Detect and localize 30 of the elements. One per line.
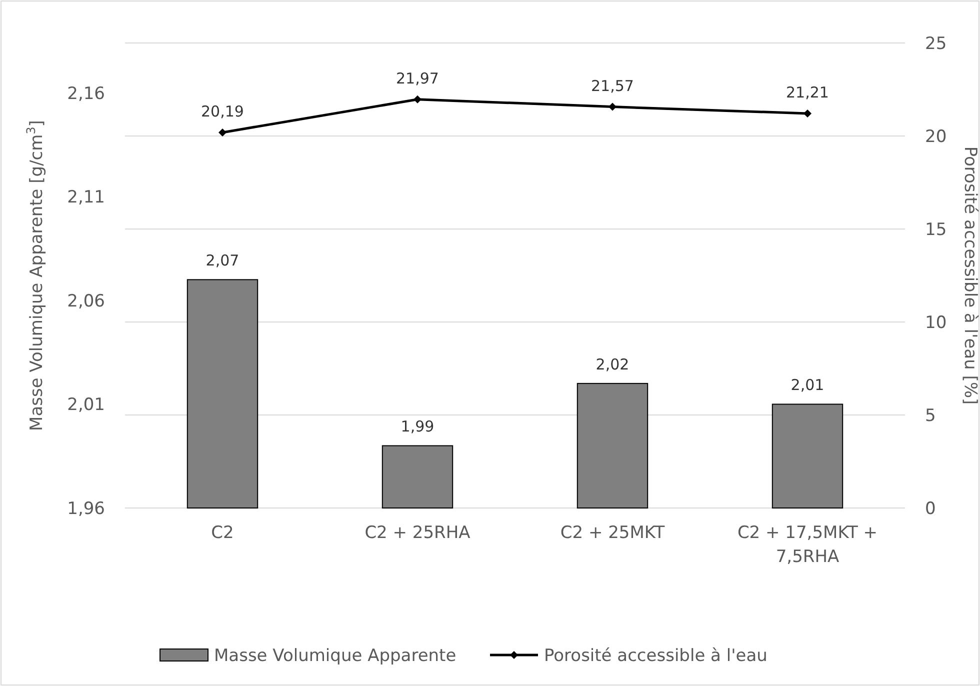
point: [414, 95, 422, 104]
legend-label: Masse Volumique Apparente: [214, 646, 456, 666]
y2-tick-label: 5: [925, 406, 936, 426]
y-tick-label: 2,11: [67, 188, 105, 208]
y2-tick-label: 0: [925, 498, 936, 519]
data-label: 2,07: [206, 252, 240, 270]
y-tick-label: 1,96: [67, 498, 105, 519]
y-tick-label: 2,06: [67, 291, 105, 312]
x-tick-label: C2 + 25RHA: [364, 523, 471, 543]
x-tick-label: C2: [211, 523, 234, 543]
y-tick-label: 2,16: [67, 84, 105, 104]
data-label: 1,99: [400, 418, 434, 436]
x-tick-label: C2 + 25MKT: [560, 523, 666, 543]
y2-axis-title: Porosité accessible à l'eau [%]: [960, 146, 980, 405]
y2-tick-label: 25: [925, 34, 947, 54]
point: [218, 128, 226, 136]
y2-tick-label: 15: [925, 220, 947, 240]
data-label: 21,21: [786, 83, 829, 102]
data-label: 2,02: [596, 355, 630, 374]
data-label: 2,01: [790, 376, 824, 394]
data-label: 21,57: [591, 76, 634, 95]
y2-tick-label: 20: [925, 126, 947, 147]
legend-label: Porosité accessible à l'eau: [544, 646, 768, 666]
data-label: 20,19: [201, 102, 244, 120]
y-tick-label: 2,01: [67, 395, 105, 416]
y2-tick-label: 10: [925, 312, 947, 333]
x-tick-label: C2 + 17,5MKT + 7,5RHA: [737, 523, 878, 567]
data-label: 21,97: [396, 69, 439, 88]
point: [608, 102, 616, 111]
point: [804, 109, 812, 118]
